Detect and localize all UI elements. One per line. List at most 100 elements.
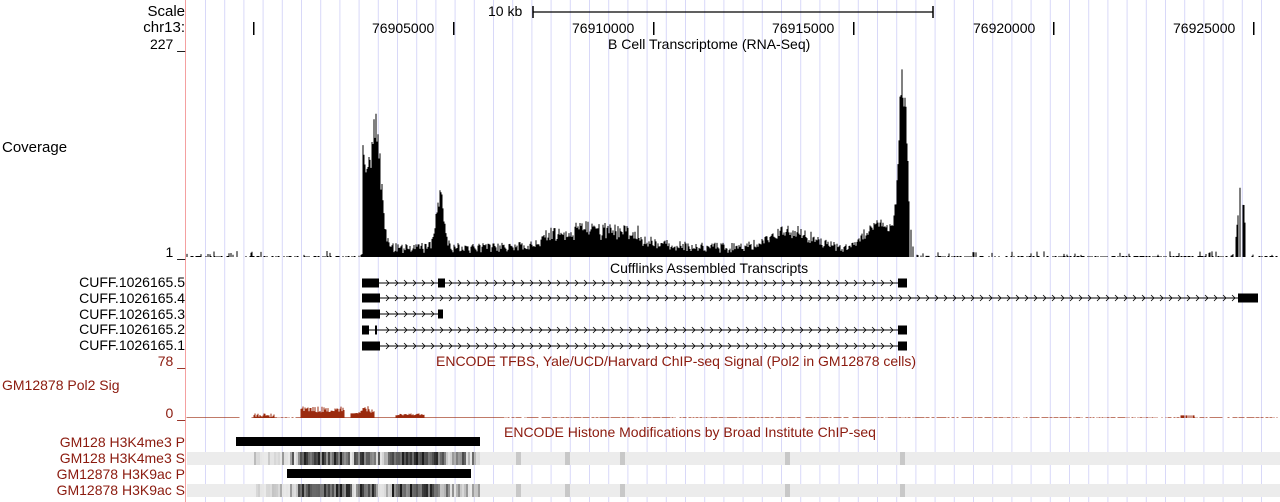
strand-arrow [727, 342, 732, 350]
strand-arrow [709, 326, 714, 334]
transcript-label[interactable]: CUFF.1026165.3 [79, 306, 185, 322]
h3k9ac-peak [287, 469, 471, 478]
density-bar [336, 484, 338, 497]
strand-arrow [772, 279, 777, 287]
strand-arrow [637, 294, 642, 302]
density-bar [272, 484, 274, 497]
density-bar [322, 484, 324, 497]
position-label: 76925000 [1173, 20, 1236, 36]
density-bar [436, 452, 438, 465]
density-bar [388, 452, 390, 465]
density-bar [448, 452, 450, 465]
strand-arrow [502, 279, 507, 287]
transcript-label[interactable]: CUFF.1026165.2 [79, 321, 185, 337]
density-bar [456, 452, 458, 465]
density-bar [292, 452, 294, 465]
strand-arrow [637, 342, 642, 350]
strand-arrow [394, 294, 399, 302]
strand-arrow [475, 326, 480, 334]
density-bar [342, 452, 344, 465]
strand-arrow [403, 294, 408, 302]
strand-arrow [385, 342, 390, 350]
cufflinks-track-title[interactable]: Cufflinks Assembled Transcripts [610, 260, 809, 276]
density-bar [406, 484, 408, 497]
density-bar [434, 484, 436, 497]
density-bar [266, 484, 268, 497]
strand-arrow [1150, 294, 1155, 302]
density-bar [424, 452, 426, 465]
tfbs-track-label[interactable]: GM12878 Pol2 Sig [2, 377, 120, 393]
strand-arrow [655, 342, 660, 350]
histone-row-label[interactable]: GM12878 H3K9ac S [56, 482, 185, 498]
strand-arrow [709, 294, 714, 302]
transcript-label[interactable]: CUFF.1026165.1 [79, 337, 185, 353]
density-bar [380, 484, 382, 497]
strand-arrow [583, 279, 588, 287]
strand-arrow [520, 279, 525, 287]
strand-arrow [493, 342, 498, 350]
strand-arrow [448, 326, 453, 334]
transcript-label[interactable]: CUFF.1026165.5 [79, 274, 185, 290]
density-bar [266, 452, 268, 465]
density-bar [462, 452, 464, 465]
exon [362, 309, 380, 319]
density-bar [408, 452, 410, 465]
position-label: 76915000 [772, 20, 835, 36]
strand-arrow [457, 294, 462, 302]
density-bar [418, 452, 420, 465]
density-bar [426, 452, 428, 465]
pol2-signal [186, 406, 1278, 418]
density-bar [444, 452, 446, 465]
strand-arrow [691, 342, 696, 350]
exon [362, 325, 369, 335]
strand-arrow [844, 294, 849, 302]
density-bar [382, 452, 384, 465]
density-bar [268, 484, 270, 497]
strand-arrow [961, 294, 966, 302]
density-bar [280, 452, 282, 465]
strand-arrow [520, 326, 525, 334]
strand-arrow [538, 326, 543, 334]
density-bar [428, 484, 430, 497]
strand-arrow [664, 279, 669, 287]
strand-arrow [1168, 294, 1173, 302]
histone-track-title[interactable]: ENCODE Histone Modifications by Broad In… [504, 424, 876, 440]
strand-arrow [970, 294, 975, 302]
density-bar [466, 484, 468, 497]
density-bar [785, 452, 790, 465]
strand-arrow [880, 326, 885, 334]
strand-arrow [394, 279, 399, 287]
coverage-track-label[interactable]: Coverage [2, 139, 68, 156]
density-bar [324, 452, 326, 465]
strand-arrow [790, 342, 795, 350]
density-bar [402, 452, 404, 465]
strand-arrow [1114, 294, 1119, 302]
strand-arrow [790, 294, 795, 302]
density-bar [294, 484, 296, 497]
histone-row-label[interactable]: GM12878 H3K9ac P [56, 466, 185, 482]
density-bar [446, 484, 448, 497]
histone-row-label[interactable]: GM128 H3K4me3 S [59, 450, 185, 466]
coverage-max: 227 _ [149, 36, 185, 52]
density-bar [474, 452, 476, 465]
transcript-label[interactable]: CUFF.1026165.4 [79, 290, 185, 306]
density-bar [378, 452, 380, 465]
density-bar [320, 484, 322, 497]
strand-arrow [439, 342, 444, 350]
density-bar [410, 452, 412, 465]
strand-arrow [592, 326, 597, 334]
density-bar [404, 484, 406, 497]
ruler-tick [853, 22, 855, 35]
strand-arrow [520, 294, 525, 302]
density-bar [330, 452, 332, 465]
density-bar [364, 452, 366, 465]
strand-arrow [592, 279, 597, 287]
tfbs-track-title[interactable]: ENCODE TFBS, Yale/UCD/Harvard ChIP-seq S… [436, 353, 917, 369]
density-bar [312, 452, 314, 465]
density-bar [288, 484, 290, 497]
density-bar [304, 484, 306, 497]
density-bar [334, 484, 336, 497]
histone-row-label[interactable]: GM128 H3K4me3 P [59, 434, 185, 450]
coverage-track-title[interactable]: B Cell Transcriptome (RNA-Seq) [608, 36, 811, 52]
